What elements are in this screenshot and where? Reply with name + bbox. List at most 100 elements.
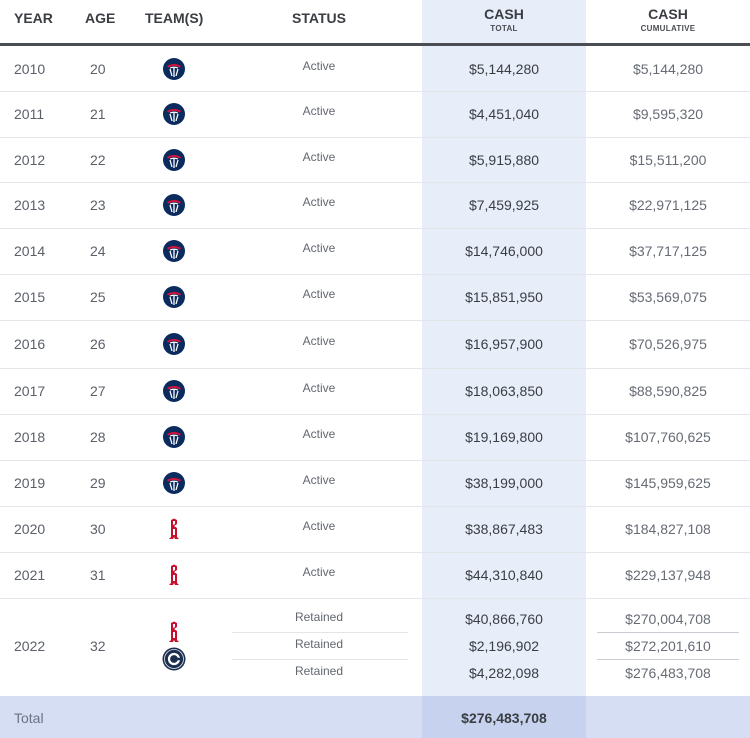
row-cash: $19,169,800 [465,429,543,445]
wizards-logo-icon[interactable] [162,239,186,263]
entry-cash: $40,866,760 [465,611,543,627]
row-age: 31 [90,567,106,583]
row-year: 2014 [14,243,46,259]
row-status: Active [302,104,336,118]
wizards-logo-icon[interactable] [162,332,186,356]
table-row: 2019 29 Active $38,199,000 $145,959,625 [0,460,750,507]
row-cash: $38,199,000 [465,475,543,491]
row-cash: $4,451,040 [468,106,540,122]
row-cash: $44,310,840 [465,567,543,583]
wizards-logo-icon[interactable] [162,57,186,81]
row-cumulative: $22,971,125 [629,197,707,213]
row-cumulative: $107,760,625 [625,429,711,445]
entry-status: Retained [294,664,344,678]
entry-divider [232,632,408,633]
entry-divider [597,632,739,633]
header-teams[interactable]: TEAM(S) [145,10,204,26]
entry-cash: $2,196,902 [468,638,540,654]
row-cumulative: $9,595,320 [632,106,704,122]
row-cumulative: $184,827,108 [625,521,711,537]
row-year: 2013 [14,197,46,213]
row-age: 26 [90,336,106,352]
wizards-logo-icon[interactable] [162,285,186,309]
header-cumulative-label: CASH [648,6,688,22]
entry-status: Retained [294,637,344,651]
row-cumulative: $5,144,280 [632,61,704,77]
total-row: Total $276,483,708 [0,696,750,738]
row-cumulative: $88,590,825 [629,383,707,399]
header-status[interactable]: STATUS [292,10,346,26]
row-cumulative: $15,511,200 [629,152,707,168]
table-row: 2011 21 Active $4,451,040 $9,595,320 [0,91,750,138]
rockets-logo-icon[interactable] [162,563,186,587]
table-row-2022: 2022 32 Retained $40,866,760 $270,004,708 Ret… [0,598,750,696]
total-cash-highlight [422,696,586,738]
row-status: Active [302,427,336,441]
wizards-logo-icon[interactable] [162,379,186,403]
table-row: 2013 23 Active $7,459,925 $22,971,125 [0,182,750,229]
row-cumulative: $37,717,125 [629,243,707,259]
row-year: 2011 [14,106,45,122]
clippers-logo-icon[interactable] [162,647,186,671]
table-row: 2014 24 Active $14,746,000 $37,717,125 [0,228,750,275]
wizards-logo-icon[interactable] [162,193,186,217]
row-status: Active [302,59,336,73]
row-status: Active [302,150,336,164]
row-cash: $5,144,280 [468,61,540,77]
row-year: 2015 [14,289,46,305]
header-cash-sub: TOTAL [490,24,518,33]
row-age: 24 [90,243,106,259]
row-status: Active [302,381,336,395]
entry-cumulative: $270,004,708 [625,611,711,627]
wizards-logo-icon[interactable] [162,471,186,495]
row-age: 20 [90,61,106,77]
rockets-logo-icon[interactable] [162,517,186,541]
row-year: 2016 [14,336,46,352]
row-status: Active [302,565,336,579]
row-status: Active [302,334,336,348]
header-cash-cumulative[interactable]: CASH CUMULATIVE [586,6,750,33]
wizards-logo-icon[interactable] [162,425,186,449]
row-status: Active [302,519,336,533]
entry-divider [232,659,408,660]
table-row: 2010 20 Active $5,144,280 $5,144,280 [0,46,750,92]
header-cumulative-sub: CUMULATIVE [640,24,696,33]
total-value: $276,483,708 [461,710,547,726]
row-status: Active [302,241,336,255]
table-row: 2017 27 Active $18,063,850 $88,590,825 [0,368,750,415]
table-row: 2020 30 Active $38,867,483 $184,827,108 [0,506,750,553]
row-year: 2020 [14,521,46,537]
row-status: Active [302,287,336,301]
table-header: YEAR AGE TEAM(S) STATUS CASH TOTAL CASH … [0,0,750,46]
rockets-logo-icon[interactable] [162,620,186,644]
row-cumulative: $229,137,948 [625,567,711,583]
header-cash-total[interactable]: CASH TOTAL [422,6,586,33]
entry-cumulative: $272,201,610 [625,638,711,654]
row-year: 2010 [14,61,46,77]
header-age[interactable]: AGE [85,10,116,26]
entry-status: Retained [294,610,344,624]
table-row: 2015 25 Active $15,851,950 $53,569,075 [0,274,750,321]
row-age: 21 [90,106,106,122]
entry-cumulative: $276,483,708 [625,665,711,681]
row-year: 2017 [14,383,46,399]
row-year: 2019 [14,475,46,491]
row-age: 29 [90,475,106,491]
row-cash: $15,851,950 [465,289,543,305]
entry-divider [597,659,739,660]
row-age: 22 [90,152,106,168]
row-cumulative: $53,569,075 [629,289,707,305]
row-age: 28 [90,429,106,445]
row-cumulative: $70,526,975 [629,336,707,352]
row-year: 2018 [14,429,46,445]
row-status: Active [302,195,336,209]
row-status: Active [302,473,336,487]
header-year[interactable]: YEAR [14,10,53,26]
row-age: 32 [90,638,106,654]
row-age: 25 [90,289,106,305]
wizards-logo-icon[interactable] [162,148,186,172]
wizards-logo-icon[interactable] [162,102,186,126]
cash-column-highlight [422,0,586,696]
header-cash-label: CASH [484,6,524,22]
